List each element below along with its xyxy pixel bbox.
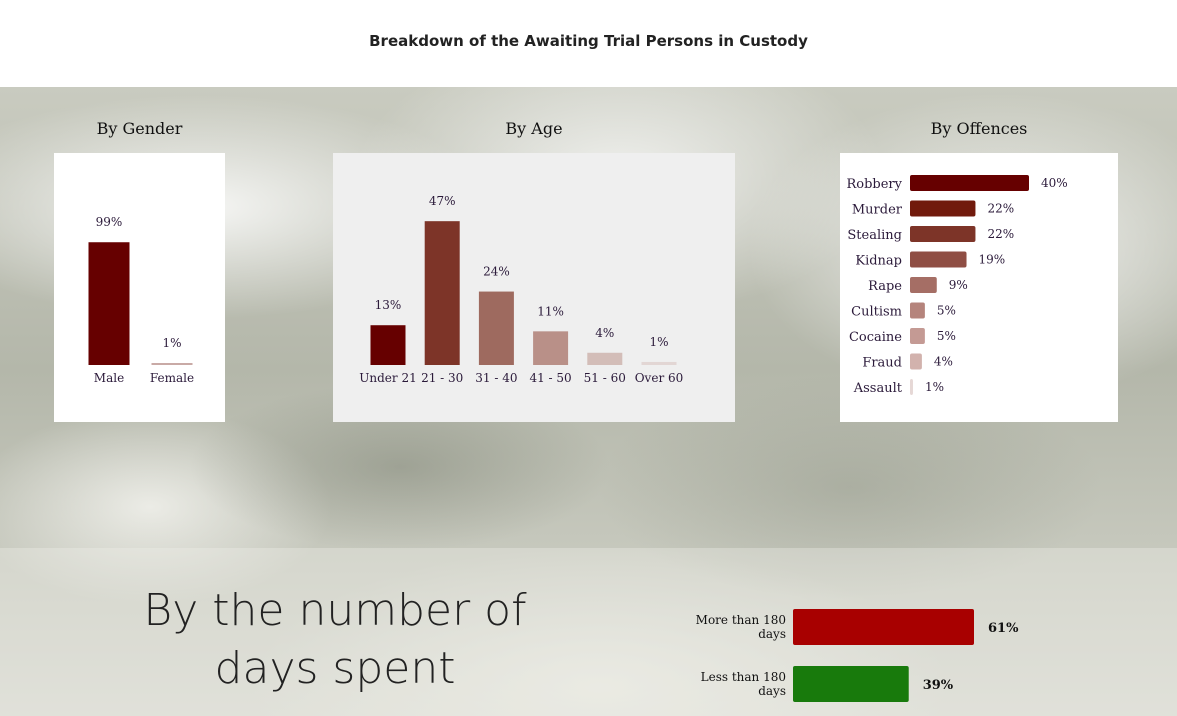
gender-chart-panel: 99% Male 1% Female <box>54 153 225 422</box>
age-chart-title: By Age <box>505 119 563 138</box>
data-label: 5% <box>937 304 956 318</box>
category-label-line1: Less than 180 <box>701 670 786 684</box>
offences-chart-panel: Robbery 40% Murder 22% Stealing 22% Kidnap 19% R… <box>840 153 1118 422</box>
category-label: Over 60 <box>635 371 684 385</box>
offences-chart: Robbery 40% Murder 22% Stealing 22% Kidnap 19% R… <box>846 175 1068 396</box>
bar-male <box>88 242 130 365</box>
category-label: Stealing <box>847 228 902 243</box>
bar-assault <box>910 379 913 395</box>
bar-41-50 <box>533 331 569 365</box>
bar-over-60 <box>641 361 677 365</box>
days-chart-title: By the number of days spent <box>143 585 527 694</box>
age-chart: 13% Under 21 47% 21 - 30 24% 31 - 40 11% 41 - 5… <box>359 194 684 385</box>
gender-chart-title: By Gender <box>96 119 183 138</box>
data-label: 4% <box>595 326 614 340</box>
bar-cultism <box>910 302 925 319</box>
bar-robbery <box>910 175 1029 191</box>
age-chart-panel: 13% Under 21 47% 21 - 30 24% 31 - 40 11% 41 - 5… <box>333 153 735 422</box>
data-label: 24% <box>483 265 510 279</box>
category-label: Assault <box>853 381 903 396</box>
bar-21-30 <box>424 221 460 365</box>
bar-31-40 <box>478 291 514 365</box>
data-label: 5% <box>937 329 956 343</box>
data-label: 1% <box>925 380 944 394</box>
data-label: 22% <box>987 202 1014 216</box>
category-label: 21 - 30 <box>421 371 463 385</box>
bar-days-0 <box>793 609 974 645</box>
bar-days-1 <box>793 666 909 702</box>
bar-51-60 <box>587 352 623 365</box>
data-label: 47% <box>429 194 456 208</box>
data-label: 1% <box>649 335 668 349</box>
gender-chart: 99% Male 1% Female <box>88 215 194 385</box>
bar-female <box>151 363 193 365</box>
bar-kidnap <box>910 251 967 268</box>
category-label: Male <box>94 371 124 385</box>
category-label: Under 21 <box>359 371 416 385</box>
data-label: 19% <box>979 253 1006 267</box>
category-label: 41 - 50 <box>529 371 571 385</box>
bar-stealing <box>910 226 976 242</box>
bar-fraud <box>910 353 922 370</box>
bar-under-21 <box>370 325 406 365</box>
bar-cocaine <box>910 328 925 344</box>
category-label-line2: days <box>758 627 786 641</box>
header-bar: Breakdown of the Awaiting Trial Persons … <box>0 0 1177 87</box>
category-label: Murder <box>852 203 903 218</box>
data-label: 22% <box>987 227 1014 241</box>
data-label: 99% <box>96 215 123 229</box>
days-band <box>0 548 1177 716</box>
category-label: Fraud <box>862 356 902 371</box>
offences-chart-title: By Offences <box>930 119 1028 138</box>
data-label: 9% <box>949 278 968 292</box>
data-label: 11% <box>537 304 564 318</box>
data-label: 39% <box>923 678 954 693</box>
category-label: Robbery <box>846 177 902 192</box>
data-label: 1% <box>162 336 181 350</box>
category-label: Cocaine <box>849 330 902 345</box>
data-label: 4% <box>934 355 953 369</box>
data-label: 40% <box>1041 176 1068 190</box>
category-label: Rape <box>868 279 902 294</box>
category-label-line1: More than 180 <box>696 613 786 627</box>
category-label: 31 - 40 <box>475 371 517 385</box>
category-label: Female <box>150 371 194 385</box>
category-label-line2: days <box>758 684 786 698</box>
bar-murder <box>910 200 976 217</box>
bar-rape <box>910 277 937 293</box>
data-label: 13% <box>375 298 402 312</box>
page-title: Breakdown of the Awaiting Trial Persons … <box>369 32 808 50</box>
category-label: 51 - 60 <box>584 371 626 385</box>
category-label: Cultism <box>851 305 902 320</box>
data-label: 61% <box>988 621 1019 636</box>
category-label: Kidnap <box>855 254 902 269</box>
